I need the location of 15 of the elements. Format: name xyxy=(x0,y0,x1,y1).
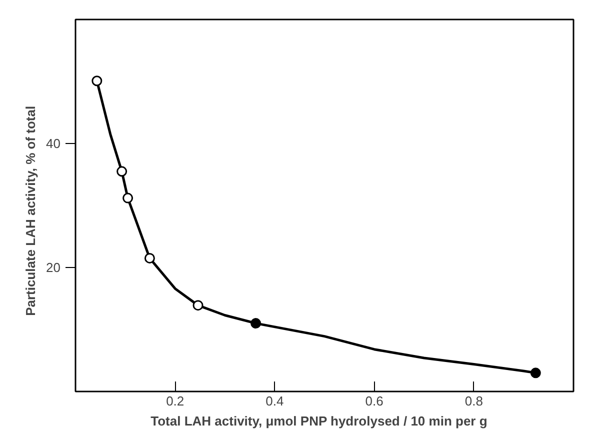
y-tick-label: 20 xyxy=(46,260,61,275)
y-axis-title: Particulate LAH activity, % of total xyxy=(23,106,38,316)
y-tick-label: 40 xyxy=(46,136,61,151)
point xyxy=(122,192,134,204)
point xyxy=(530,368,541,378)
x-tick-label: 0.6 xyxy=(365,394,384,408)
x-tick-label: 0.4 xyxy=(266,394,284,408)
x-tick-label: 0.2 xyxy=(166,394,184,408)
point xyxy=(116,166,128,177)
point xyxy=(250,318,262,329)
point xyxy=(92,76,102,86)
x-tick-label: 0.8 xyxy=(464,394,483,408)
point xyxy=(144,252,155,264)
point xyxy=(192,300,204,311)
x-axis-title: Total LAH activity, μmol PNP hydrolysed / 10 min per g xyxy=(150,414,488,428)
